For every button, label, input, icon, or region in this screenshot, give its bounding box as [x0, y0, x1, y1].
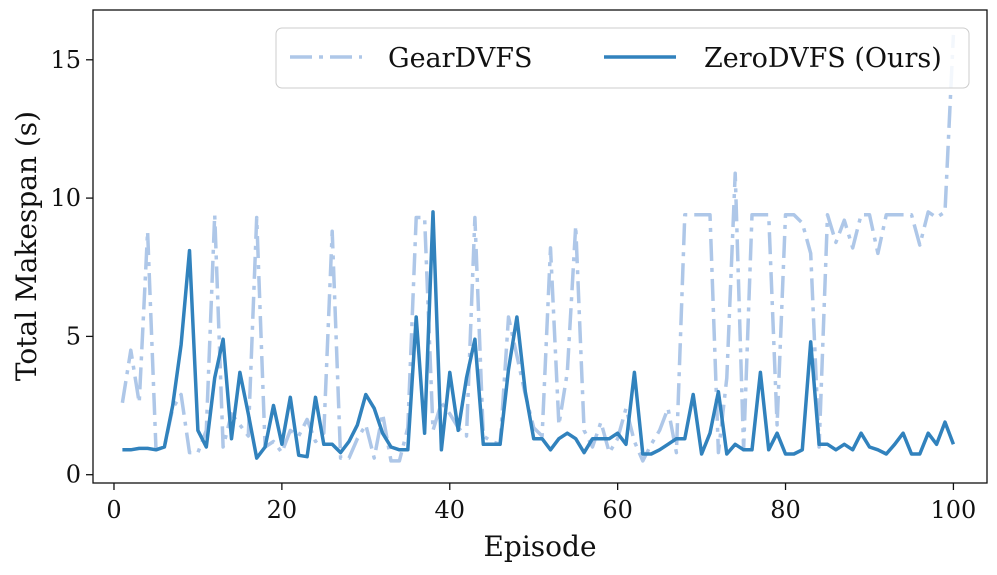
- x-tick-label: 80: [770, 496, 801, 524]
- legend: GearDVFS ZeroDVFS (Ours): [275, 27, 970, 89]
- series-line-zerodvfs-ours: [122, 210, 956, 460]
- x-axis-label: Episode: [483, 530, 596, 563]
- y-tick-label: 15: [50, 46, 81, 74]
- x-tick-label: 40: [434, 496, 465, 524]
- y-tick-label: 0: [66, 461, 81, 489]
- x-tick-label: 60: [602, 496, 633, 524]
- series-line-geardvfs: [120, 34, 956, 463]
- legend-label-geardvfs: GearDVFS: [388, 43, 532, 74]
- legend-label-zerodvfs: ZeroDVFS (Ours): [704, 43, 942, 74]
- y-tick-label: 5: [66, 322, 81, 350]
- x-tick-label: 100: [931, 496, 977, 524]
- x-tick-label: 20: [267, 496, 298, 524]
- y-tick-label: 10: [50, 184, 81, 212]
- series-layer: [120, 34, 956, 463]
- x-tick-label: 0: [106, 496, 121, 524]
- ticks-layer: 0 20 40 60 80 100 0 5 10 15: [50, 46, 976, 524]
- y-axis-label: Total Makespan (s): [10, 111, 43, 381]
- plot-frame: [92, 9, 988, 484]
